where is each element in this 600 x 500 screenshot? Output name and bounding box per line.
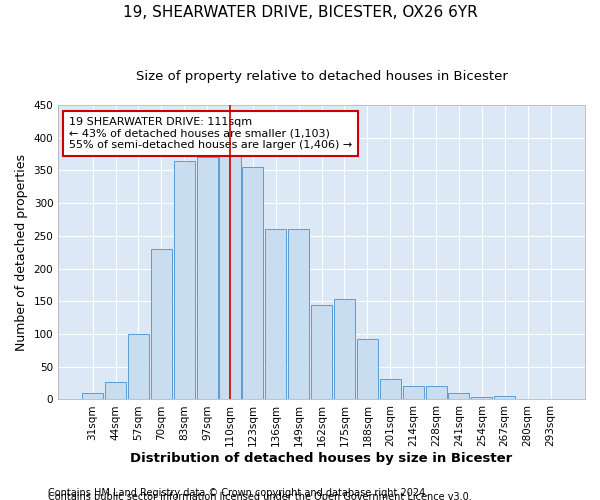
Bar (105, 382, 126, 400)
Bar (242, 167, 263, 400)
Bar (334, 300, 355, 400)
Bar (403, 386, 424, 400)
Title: Size of property relative to detached houses in Bicester: Size of property relative to detached ho… (136, 70, 508, 83)
Text: Contains HM Land Registry data © Crown copyright and database right 2024.: Contains HM Land Registry data © Crown c… (48, 488, 428, 498)
Text: 19, SHEARWATER DRIVE, BICESTER, OX26 6YR: 19, SHEARWATER DRIVE, BICESTER, OX26 6YR (122, 5, 478, 20)
Bar (82, 393, 103, 400)
Bar (265, 230, 286, 400)
Bar (380, 379, 401, 400)
Bar (448, 393, 469, 400)
Bar (288, 230, 309, 400)
X-axis label: Distribution of detached houses by size in Bicester: Distribution of detached houses by size … (130, 452, 513, 465)
Bar (128, 334, 149, 400)
Bar (173, 160, 195, 400)
Bar (494, 396, 515, 400)
Text: Contains public sector information licensed under the Open Government Licence v3: Contains public sector information licen… (48, 492, 472, 500)
Bar (220, 154, 241, 400)
Text: 19 SHEARWATER DRIVE: 111sqm
← 43% of detached houses are smaller (1,103)
55% of : 19 SHEARWATER DRIVE: 111sqm ← 43% of det… (69, 117, 352, 150)
Bar (517, 399, 538, 400)
Y-axis label: Number of detached properties: Number of detached properties (15, 154, 28, 350)
Bar (197, 158, 218, 400)
Bar (540, 399, 561, 400)
Bar (472, 397, 493, 400)
Bar (151, 249, 172, 400)
Bar (357, 338, 378, 400)
Bar (311, 304, 332, 400)
Bar (425, 386, 446, 400)
